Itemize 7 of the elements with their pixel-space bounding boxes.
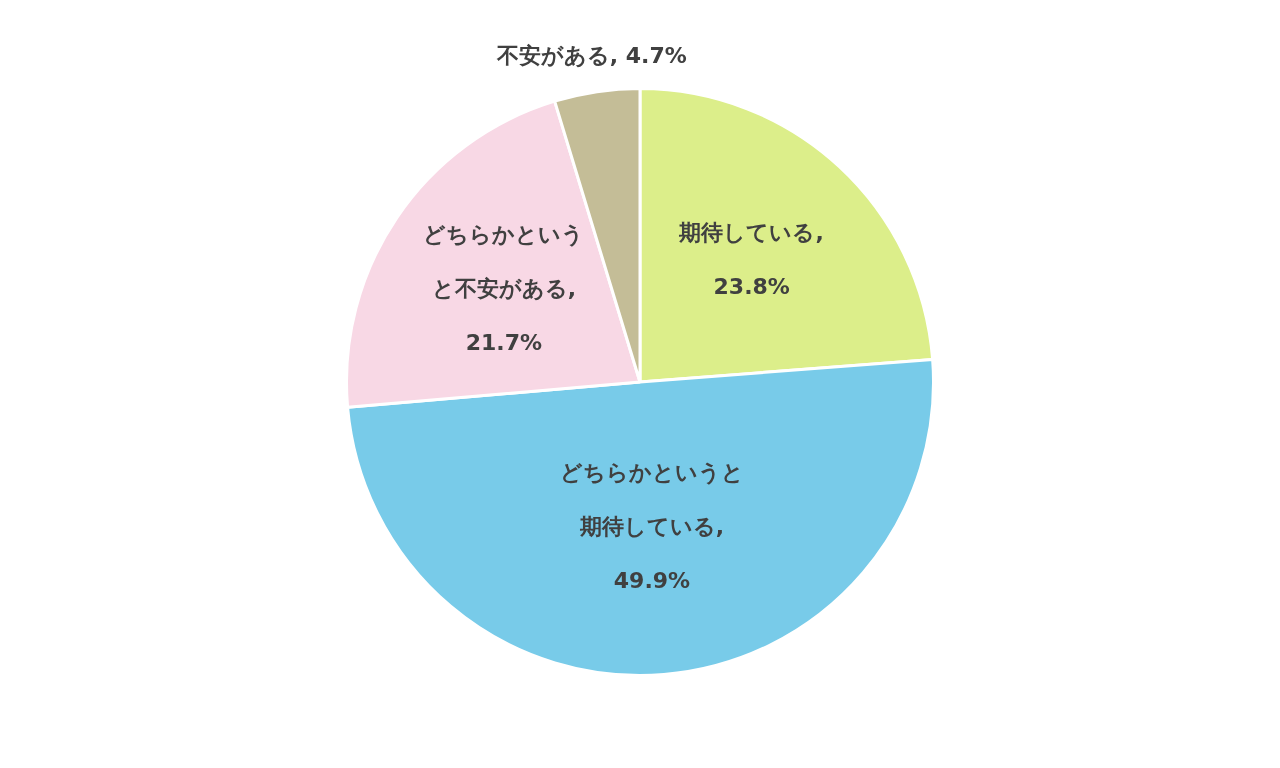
text: 23.8% (713, 274, 790, 300)
slice-label: 不安がある, 4.7% (495, 42, 687, 68)
text: 21.7% (465, 329, 543, 355)
category-label: 期待している, (679, 220, 824, 246)
category-label: どちらかというと不安がある, (423, 221, 585, 301)
category-label: どちらかというと期待している, (559, 459, 744, 539)
text: 49.9% (613, 567, 691, 593)
